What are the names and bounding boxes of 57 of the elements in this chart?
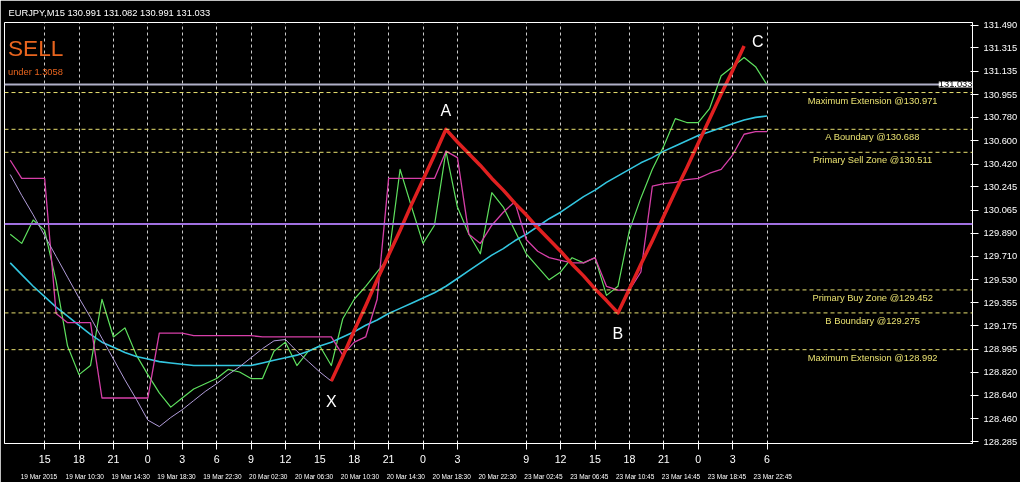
annotation: B — [612, 324, 624, 342]
y-tick-label: 129.710 — [983, 251, 1018, 262]
x-tick-label: 15 — [313, 452, 326, 465]
y-tick-label: 128.995 — [983, 344, 1018, 355]
y-tick-label: 130.245 — [983, 181, 1018, 192]
y-tick-label: 130.065 — [983, 205, 1018, 216]
y-tick-label: 130.600 — [983, 135, 1018, 146]
annotation: A — [440, 102, 452, 120]
x-tick-label: 3 — [454, 452, 461, 465]
y-tick-label: 130.955 — [983, 89, 1018, 100]
y-tick-label: 129.355 — [983, 297, 1018, 308]
x-tick-label: 3 — [179, 452, 186, 465]
line-series — [329, 44, 746, 383]
annotation: under 1.3058 — [7, 66, 63, 77]
y-tick-label: 128.820 — [983, 367, 1018, 378]
ref-line-label: B Boundary @129.275 — [825, 315, 920, 326]
x-tick-label: 6 — [213, 452, 220, 465]
x-tick-label: 0 — [144, 452, 151, 465]
chart-title: EURJPY,M15 130.991 131.082 130.991 131.033 — [8, 7, 211, 18]
annotation: X — [325, 393, 337, 411]
x-tick-label: 3 — [729, 452, 736, 465]
x-tick-label: 0 — [420, 452, 427, 465]
y-tick-label: 129.175 — [983, 320, 1018, 331]
x-tick-label: 6 — [764, 452, 771, 465]
y-tick-label: 131.490 — [983, 20, 1018, 31]
y-tick-label: 131.135 — [983, 66, 1018, 77]
ref-line-label: Primary Sell Zone @130.511 — [813, 155, 933, 166]
x-tick-label: 12 — [554, 452, 567, 465]
x-tick-label: 9 — [248, 452, 255, 465]
ref-line-label: 131.033 — [938, 79, 973, 90]
ref-line-label: A Boundary @130.688 — [825, 132, 920, 143]
y-tick-label: 129.890 — [983, 228, 1018, 238]
x-tick-label: 12 — [279, 452, 292, 465]
y-tick-label: 128.285 — [983, 436, 1018, 447]
y-tick-label: 130.780 — [983, 112, 1018, 123]
line-series — [9, 56, 768, 408]
y-tick-label: 129.530 — [983, 274, 1018, 285]
ref-line-label: Maximum Extension @128.992 — [807, 352, 938, 363]
y-tick-label: 130.420 — [983, 159, 1018, 170]
y-tick-label: 128.460 — [983, 413, 1018, 424]
x-tick-label: 21 — [107, 452, 120, 465]
ref-line-label: Maximum Extension @130.971 — [807, 95, 938, 106]
annotation: C — [752, 33, 764, 51]
x-tick-label: 15 — [38, 452, 51, 465]
ref-line-label: Primary Buy Zone @129.452 — [812, 292, 933, 303]
x-tick-label: 21 — [657, 452, 670, 465]
line-series — [9, 115, 768, 367]
x-tick-label: 21 — [382, 452, 395, 465]
x-tick-label: 0 — [695, 452, 702, 465]
x-tick-label: 18 — [73, 452, 86, 465]
x-tick-label: 18 — [623, 452, 636, 465]
x-tick-label: 9 — [523, 452, 530, 465]
x-tick-label: 18 — [348, 452, 361, 465]
y-tick-label: 128.640 — [983, 390, 1018, 401]
y-tick-label: 131.315 — [983, 42, 1018, 53]
annotation: SELL — [7, 35, 64, 62]
x-tick-label: 15 — [589, 452, 602, 465]
